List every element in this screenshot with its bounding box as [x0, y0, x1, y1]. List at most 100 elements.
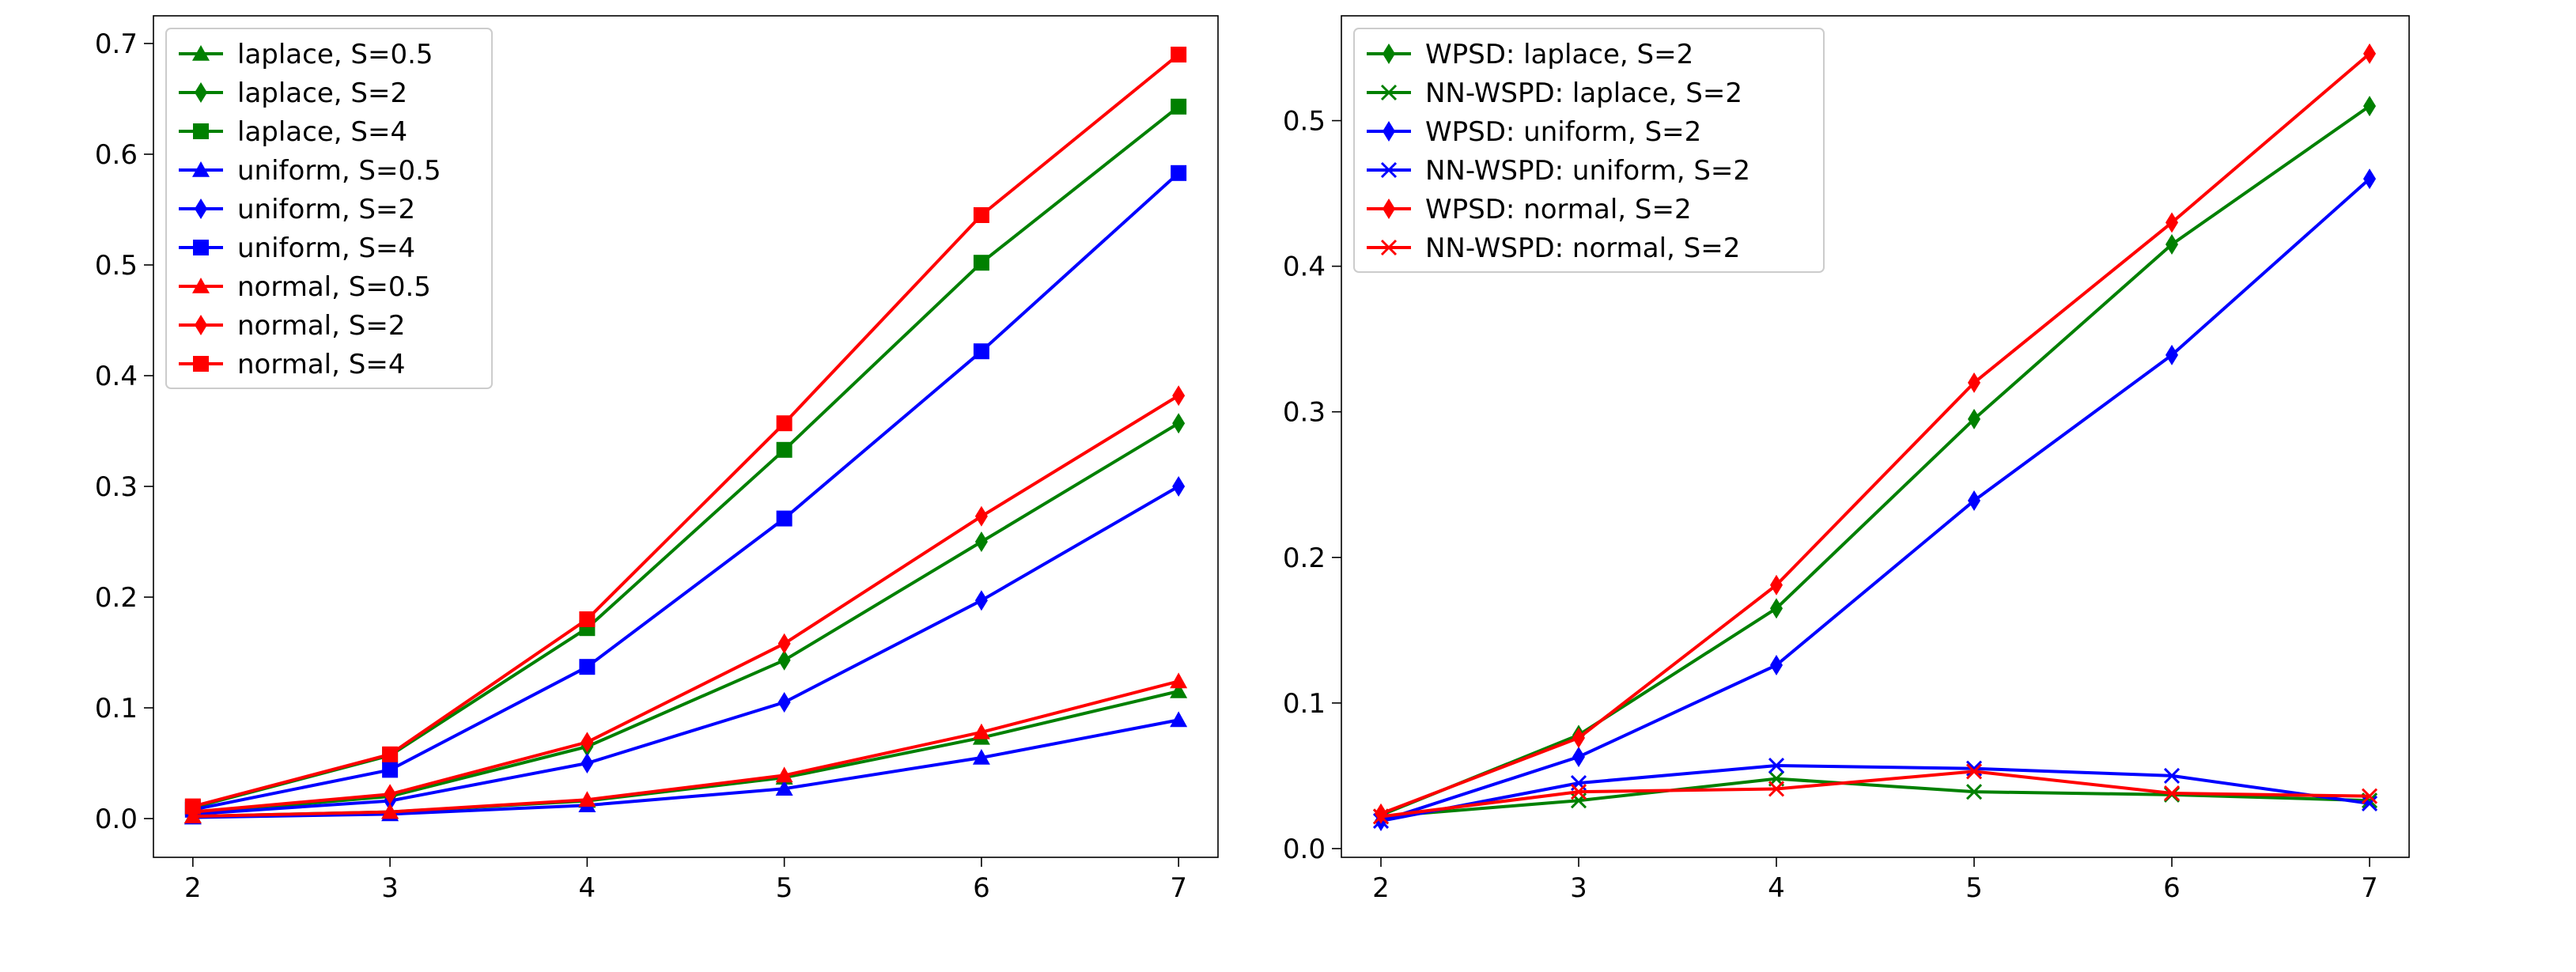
y-tick-label: 0.7 — [95, 28, 138, 60]
legend-marker — [1383, 199, 1395, 219]
legend-marker — [192, 278, 210, 293]
legend-entry: uniform, S=2 — [179, 194, 415, 225]
legend-marker — [1380, 161, 1398, 179]
legend-marker — [1380, 239, 1398, 256]
y-tick-label: 0.3 — [1283, 397, 1326, 429]
data-point — [2166, 234, 2178, 255]
legend-label: normal, S=4 — [237, 349, 405, 380]
series-line — [1380, 52, 2371, 815]
data-point — [578, 791, 596, 807]
legend-box — [165, 28, 493, 389]
data-point — [1170, 672, 1188, 689]
data-point — [382, 762, 399, 778]
y-tick-label: 0.5 — [95, 250, 138, 282]
legend: WPSD: laplace, S=2 NN-WSPD: laplace, S=2 W… — [1353, 28, 1825, 273]
legend-marker — [1383, 121, 1395, 142]
y-tick-label: 0.3 — [95, 471, 138, 503]
legend-entry: NN-WSPD: uniform, S=2 — [1367, 155, 1750, 187]
data-point — [1968, 372, 1980, 393]
data-point — [1770, 574, 1783, 596]
legend-entry: NN-WSPD: normal, S=2 — [1367, 233, 1740, 264]
series-line — [192, 422, 1180, 815]
legend-entry: WPSD: normal, S=2 — [1367, 194, 1692, 225]
data-point — [974, 531, 988, 552]
y-tick-label: 0.0 — [95, 804, 138, 835]
legend-marker — [195, 82, 207, 103]
y-tick-label: 0.4 — [95, 361, 138, 392]
y-tick-label: 0.1 — [95, 693, 138, 724]
data-point — [2361, 788, 2378, 804]
legend-label: laplace, S=2 — [237, 78, 407, 109]
legend-entry: laplace, S=4 — [179, 116, 407, 148]
data-point — [973, 255, 989, 271]
data-point — [1770, 655, 1783, 676]
data-point — [1372, 808, 1390, 825]
data-point — [1172, 413, 1186, 434]
data-point — [775, 780, 793, 796]
x-tick-label: 6 — [2163, 872, 2181, 904]
legend-marker — [193, 123, 209, 139]
x-tick-label: 2 — [184, 872, 202, 904]
data-point — [1570, 784, 1587, 800]
legend-marker — [1383, 43, 1395, 64]
x-tick-label: 4 — [1768, 872, 1785, 904]
data-point — [2163, 785, 2181, 802]
data-point — [581, 753, 594, 773]
y-tick-label: 0.2 — [1283, 543, 1326, 574]
legend-label: uniform, S=2 — [237, 194, 415, 225]
y-tick-label: 0.0 — [1283, 834, 1326, 865]
data-point — [775, 766, 793, 783]
data-point — [184, 798, 201, 815]
legend-entry: laplace, S=2 — [179, 78, 407, 109]
left-chart: 2 3 4 5 6 7 0.0 0.1 0.2 0.3 0.4 0.5 0.6 0.7 laplace, S… — [95, 15, 1219, 904]
legend-marker — [192, 161, 210, 177]
x-tick-label: 4 — [579, 872, 596, 904]
legend-entry: uniform, S=4 — [179, 233, 415, 264]
data-point — [2363, 96, 2376, 117]
data-point — [1172, 385, 1186, 407]
y-tick-label: 0.4 — [1283, 252, 1326, 283]
legend-label: normal, S=2 — [237, 310, 405, 342]
data-point — [1572, 728, 1585, 749]
data-point — [1171, 98, 1187, 115]
axes-frame — [153, 15, 1219, 858]
legend-label: uniform, S=0.5 — [237, 155, 441, 187]
axes-frame — [1341, 15, 2410, 858]
series-9 — [184, 47, 1187, 815]
series-line — [192, 679, 1179, 819]
legend-box — [1353, 28, 1825, 273]
x-tick-label: 5 — [776, 872, 793, 904]
legend-label: NN-WSPD: laplace, S=2 — [1425, 78, 1742, 109]
data-point — [1172, 476, 1186, 497]
data-point — [974, 590, 988, 611]
y-tick-label: 0.6 — [95, 139, 138, 171]
y-tick-label: 0.1 — [1283, 688, 1326, 720]
x-tick-label: 3 — [1570, 872, 1587, 904]
data-point — [973, 343, 989, 360]
data-point — [1770, 598, 1783, 619]
series-line — [1380, 177, 2371, 823]
series-line — [192, 53, 1180, 808]
x-tick-label: 7 — [2361, 872, 2378, 904]
data-point — [384, 784, 397, 805]
legend-label: NN-WSPD: uniform, S=2 — [1425, 155, 1750, 187]
legend-label: WPSD: uniform, S=2 — [1425, 116, 1701, 148]
data-point — [776, 441, 792, 458]
legend-label: laplace, S=0.5 — [237, 39, 433, 70]
data-point — [1170, 683, 1188, 698]
data-point — [1965, 784, 1983, 800]
legend-marker — [192, 45, 210, 61]
data-point — [381, 803, 399, 819]
x-tick-label: 3 — [381, 872, 399, 904]
x-tick-label: 5 — [1965, 872, 1983, 904]
x-tick-label: 6 — [973, 872, 990, 904]
data-point — [972, 723, 990, 739]
data-point — [2163, 767, 2181, 784]
data-point — [776, 415, 792, 432]
data-point — [1768, 757, 1785, 774]
data-point — [1968, 490, 1980, 511]
data-point — [2166, 344, 2178, 365]
data-point — [776, 510, 792, 527]
series-line — [1380, 104, 2371, 817]
series-line — [1380, 777, 2370, 819]
